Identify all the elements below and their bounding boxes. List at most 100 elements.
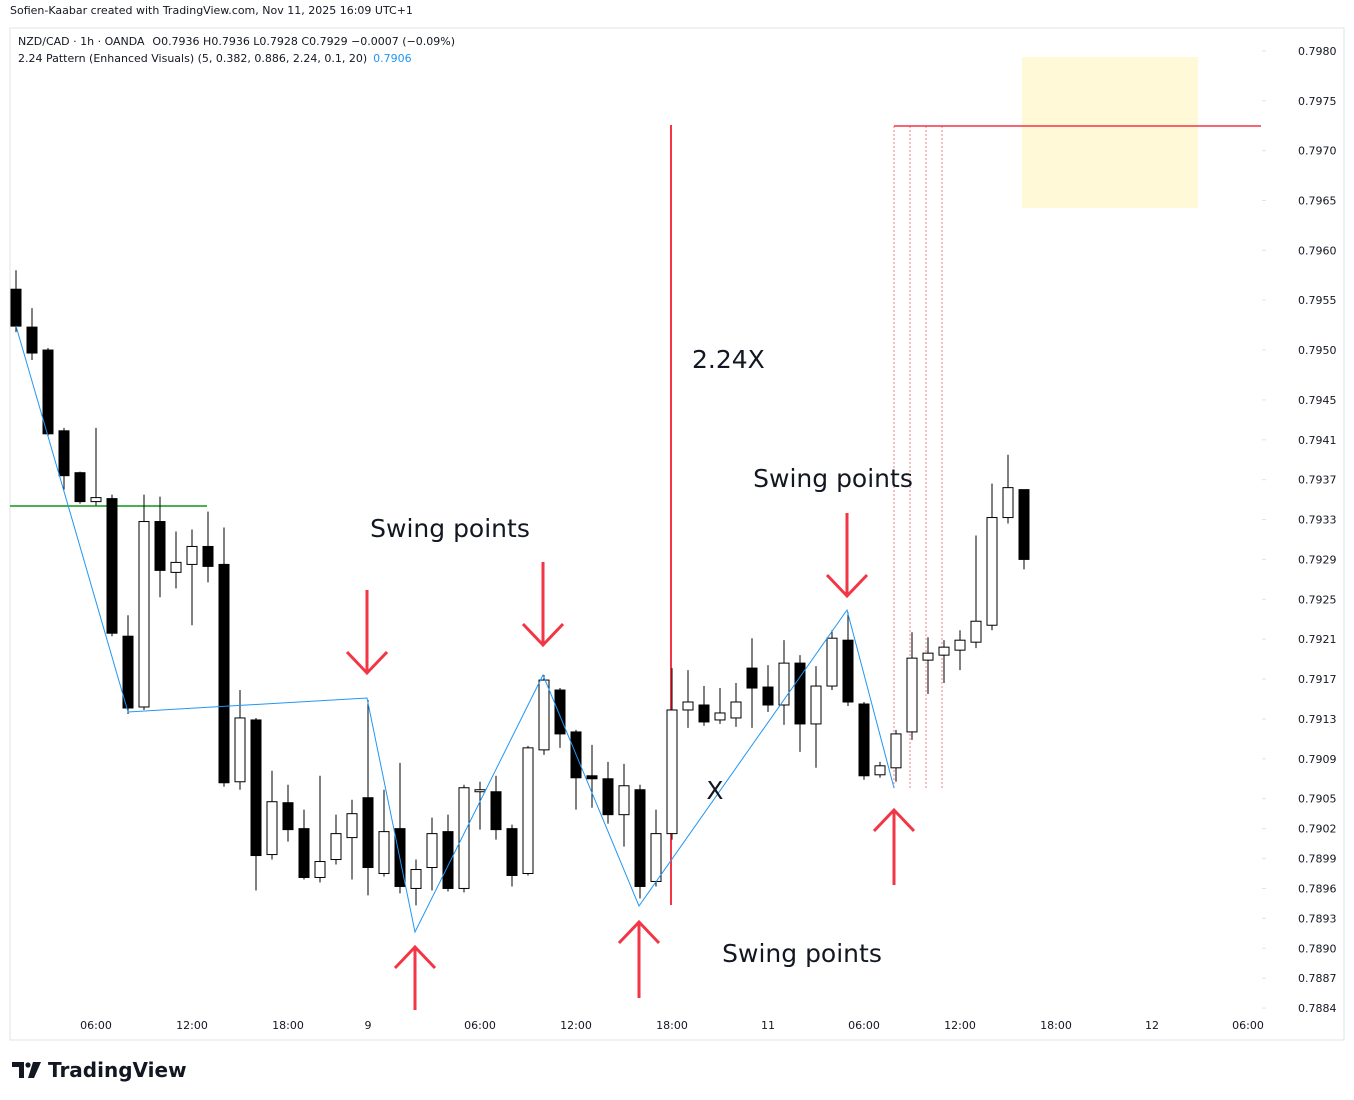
y-tick-label: 0.7893 — [1298, 912, 1337, 925]
y-tick-label: 0.7929 — [1298, 553, 1337, 566]
candle-body — [778, 662, 790, 706]
y-tick-label: 0.7950 — [1298, 344, 1337, 357]
y-tick-label: 0.7933 — [1298, 514, 1337, 527]
candle-body — [538, 679, 550, 751]
candle-body — [442, 831, 454, 889]
candle-body — [218, 563, 230, 784]
candle-body — [410, 869, 422, 889]
y-tick-label: 0.7937 — [1298, 474, 1337, 487]
y-tick-label: 0.7965 — [1298, 194, 1337, 207]
candle-body — [74, 472, 86, 503]
logo — [12, 1062, 41, 1078]
x-tick-label: 18:00 — [272, 1019, 304, 1032]
quote: O0.7936 H0.7936 L0.7928 C0.7929 −0.0007 … — [152, 35, 455, 48]
candle-body — [634, 789, 646, 887]
attribution: Sofien-Kaabar created with TradingView.c… — [10, 4, 413, 17]
y-tick-label: 0.7887 — [1298, 972, 1337, 985]
candle-body — [314, 861, 326, 878]
indicator: 2.24 Pattern (Enhanced Visuals) (5, 0.38… — [18, 52, 412, 65]
candle-body — [186, 545, 198, 565]
y-tick-label: 0.7925 — [1298, 593, 1337, 606]
annotation: Swing points — [370, 514, 530, 543]
symbol: NZD/CAD · 1h · OANDA O0.7936 H0.7936 L0.7… — [18, 35, 455, 48]
candle-body — [618, 785, 630, 816]
candle-body — [650, 833, 662, 882]
x-tick-label: 06:00 — [464, 1019, 496, 1032]
annotation: Swing points — [753, 464, 913, 493]
candle-body — [874, 765, 886, 776]
candle-body — [282, 802, 294, 831]
candle-body — [266, 801, 278, 856]
dotted-lines — [893, 126, 943, 788]
candle-body — [986, 517, 998, 626]
candle-body — [970, 620, 982, 643]
indicator-value: 0.7906 — [373, 52, 412, 65]
candle-body — [1018, 489, 1030, 560]
candle-body — [26, 326, 38, 354]
x-tick-label: 18:00 — [1040, 1019, 1072, 1032]
candle-body — [58, 430, 70, 477]
x-tick-label: 11 — [761, 1019, 775, 1032]
y-tick-label: 0.7902 — [1298, 823, 1337, 836]
candle-body — [362, 797, 374, 869]
y-tick-label: 0.7921 — [1298, 633, 1337, 646]
candle-body — [42, 349, 54, 435]
x-tick-label: 06:00 — [1232, 1019, 1264, 1032]
candle-body — [330, 833, 342, 861]
y-tick-label: 0.7913 — [1298, 713, 1337, 726]
target-zone — [1022, 57, 1198, 208]
candle-body — [170, 561, 182, 573]
x-tick-label: 12:00 — [560, 1019, 592, 1032]
candle-body — [202, 545, 214, 567]
x-tick-label: 06:00 — [848, 1019, 880, 1032]
candle-body — [698, 704, 710, 723]
annotation: 2.24X — [692, 345, 765, 374]
candle-body — [458, 787, 470, 889]
y-tick-label: 0.7975 — [1298, 95, 1337, 108]
y-tick-label: 0.7905 — [1298, 793, 1337, 806]
zigzag — [15, 325, 895, 934]
annotation: Swing points — [722, 939, 882, 968]
candle-body — [602, 778, 614, 816]
y-tick-label: 0.7884 — [1298, 1002, 1337, 1015]
y-tick-label: 0.7917 — [1298, 673, 1337, 686]
candle-body — [906, 657, 918, 733]
symbol-name: NZD/CAD · 1h · OANDA — [18, 35, 145, 48]
y-tick-label: 0.7896 — [1298, 882, 1337, 895]
candle-body — [490, 791, 502, 831]
candle-body — [730, 701, 742, 719]
x-tick-label: 12:00 — [944, 1019, 976, 1032]
x-tick-label: 18:00 — [656, 1019, 688, 1032]
candle-body — [842, 639, 854, 703]
candle-body — [90, 497, 102, 503]
x-tick-label: 12 — [1145, 1019, 1159, 1032]
y-tick-label: 0.7899 — [1298, 853, 1337, 866]
candle-body — [922, 652, 934, 661]
frame — [9, 27, 1345, 1041]
candle-body — [554, 689, 566, 735]
x-tick-label: 12:00 — [176, 1019, 208, 1032]
y-tick-label: 0.7960 — [1298, 244, 1337, 257]
y-tick-label: 0.7980 — [1298, 45, 1337, 58]
x-tick-label: 06:00 — [80, 1019, 112, 1032]
y-tick-label: 0.7890 — [1298, 942, 1337, 955]
candle-body — [714, 712, 726, 721]
candle-body — [938, 646, 950, 656]
candle-body — [682, 701, 694, 711]
candle-body — [762, 686, 774, 706]
candle-body — [10, 288, 22, 327]
candle-body — [890, 733, 902, 769]
candle-body — [106, 498, 118, 634]
y-tick-label: 0.7970 — [1298, 145, 1337, 158]
y-tick-label: 0.7945 — [1298, 394, 1337, 407]
x-tick-label: 9 — [365, 1019, 372, 1032]
candle-body — [858, 703, 870, 777]
candle-body — [154, 521, 166, 571]
candle-body — [794, 662, 806, 725]
candle-body — [426, 833, 438, 869]
candle-body — [1002, 487, 1014, 519]
candle-body — [746, 667, 758, 689]
candle-body — [122, 635, 134, 709]
candle-body — [586, 775, 598, 780]
